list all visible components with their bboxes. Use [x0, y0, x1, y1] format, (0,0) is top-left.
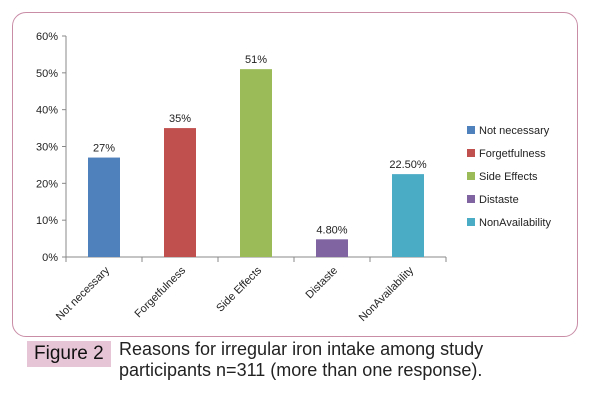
legend-label: Forgetfulness: [479, 148, 546, 160]
legend-label: Not necessary: [479, 125, 550, 137]
data-label: 27%: [93, 143, 115, 155]
y-tick-label: 0%: [42, 252, 58, 264]
x-tick-label: Forgetfulness: [133, 264, 189, 320]
caption-text: Reasons for irregular iron intake among …: [119, 339, 484, 380]
legend-label: Distaste: [479, 194, 519, 206]
legend-label: NonAvailability: [479, 217, 551, 229]
bar: [392, 174, 424, 257]
chart-bars: 27% 35% 51% 4.80% 22.50%: [88, 54, 427, 258]
figure-label: Figure 2: [27, 341, 111, 367]
y-tick-label: 60%: [36, 31, 58, 43]
y-tick-label: 20%: [36, 178, 58, 190]
legend-label: Side Effects: [479, 171, 538, 183]
bar: [164, 128, 196, 257]
y-tick-label: 40%: [36, 105, 58, 117]
legend-swatch: [467, 172, 475, 180]
data-label: 4.80%: [316, 224, 347, 236]
bar: [240, 69, 272, 258]
y-tick-label: 30%: [36, 142, 58, 154]
bar-chart: 0% 10% 20% 30% 40% 50% 60% Not necessary Forgetf…: [36, 31, 551, 324]
legend-swatch: [467, 126, 475, 134]
x-tick-label: Distaste: [304, 265, 341, 302]
legend-swatch: [467, 149, 475, 157]
x-tick-label: Not necessary: [54, 264, 113, 323]
x-tick-label: NonAvailability: [357, 264, 417, 324]
data-label: 22.50%: [389, 159, 427, 171]
legend-swatch: [467, 218, 475, 226]
data-label: 51%: [245, 54, 267, 66]
chart-legend: Not necessary Forgetfulness Side Effects Di…: [467, 125, 551, 229]
bar: [88, 157, 120, 257]
legend-swatch: [467, 195, 475, 203]
y-tick-label: 50%: [36, 68, 58, 80]
bar: [316, 239, 348, 257]
x-tick-label: Side Effects: [214, 264, 264, 314]
y-tick-label: 10%: [36, 215, 58, 227]
data-label: 35%: [169, 113, 191, 125]
